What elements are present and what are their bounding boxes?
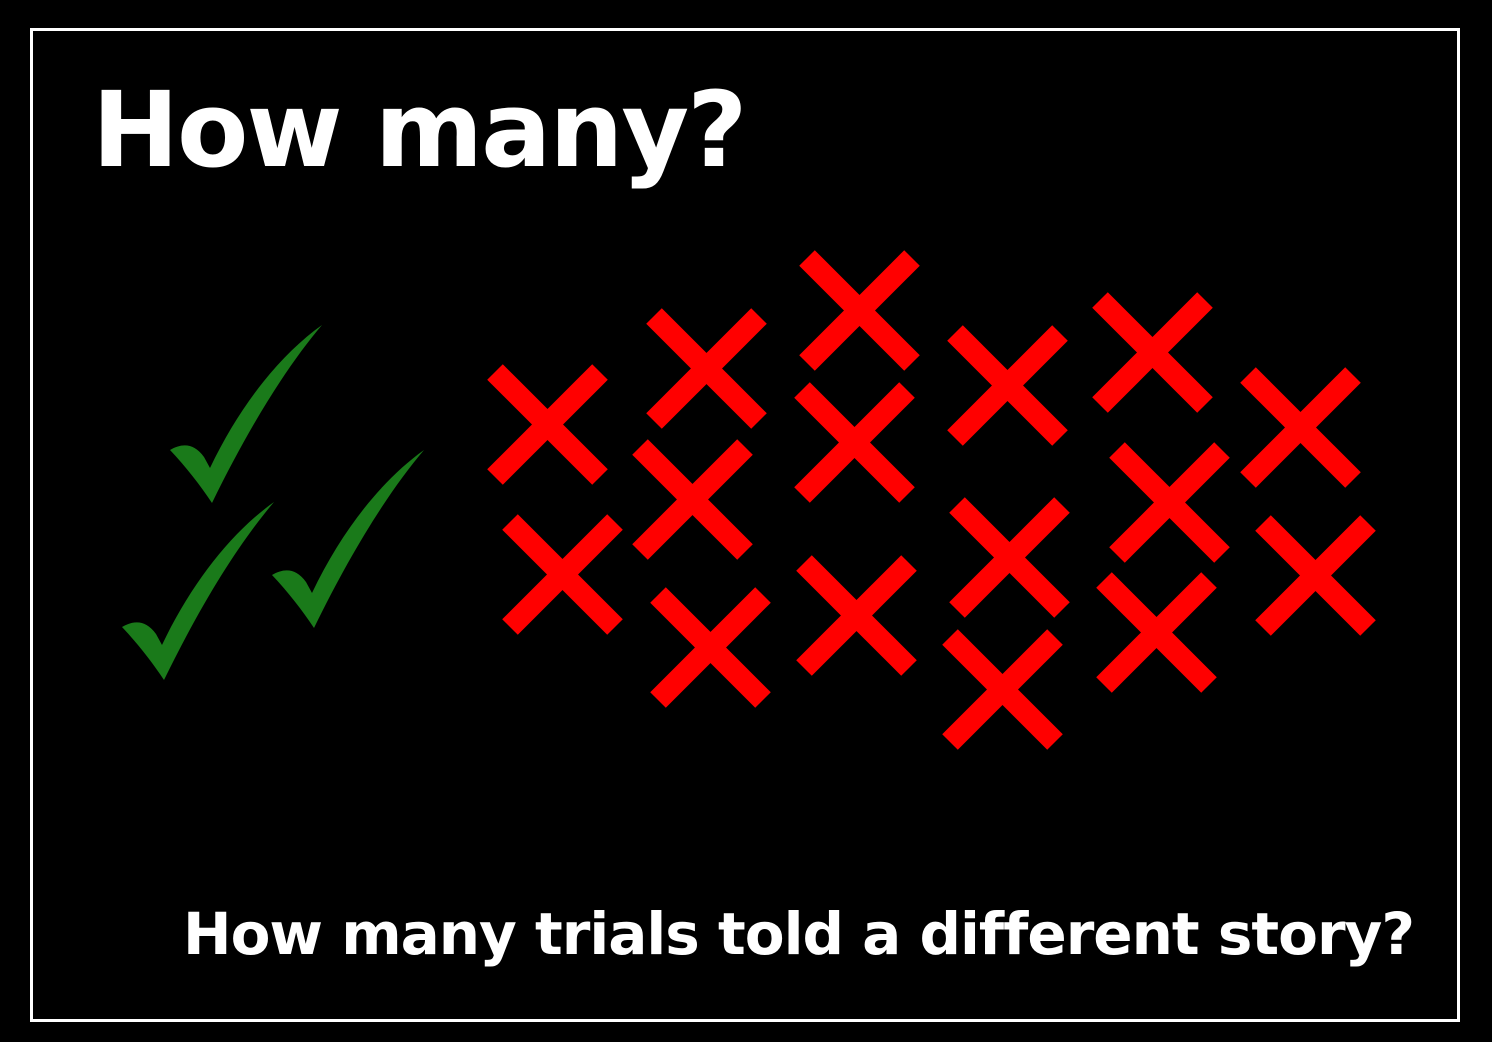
cross-mark-icon [799,250,920,371]
check-mark-icon [170,325,322,503]
cross-marks-group [487,250,1376,750]
cross-mark-icon [796,555,917,676]
cross-mark-icon [650,587,771,708]
cross-mark-icon [1109,442,1230,563]
cross-mark-icon [949,497,1070,618]
cross-mark-icon [794,382,915,503]
cross-mark-icon [1092,292,1213,413]
check-marks-group [122,325,424,680]
cross-mark-icon [487,364,608,485]
cross-mark-icon [947,325,1068,446]
cross-mark-icon [502,514,623,635]
cross-mark-icon [1096,572,1217,693]
cross-mark-icon [632,439,753,560]
slide-caption: How many trials told a different story? [183,900,1415,968]
check-mark-icon [272,450,424,628]
slide-title: How many? [92,69,747,191]
cross-mark-icon [1240,367,1361,488]
cross-mark-icon [646,308,767,429]
slide-frame [30,28,1460,1022]
check-mark-icon [122,502,274,680]
cross-mark-icon [1255,515,1376,636]
cross-mark-icon [942,629,1063,750]
